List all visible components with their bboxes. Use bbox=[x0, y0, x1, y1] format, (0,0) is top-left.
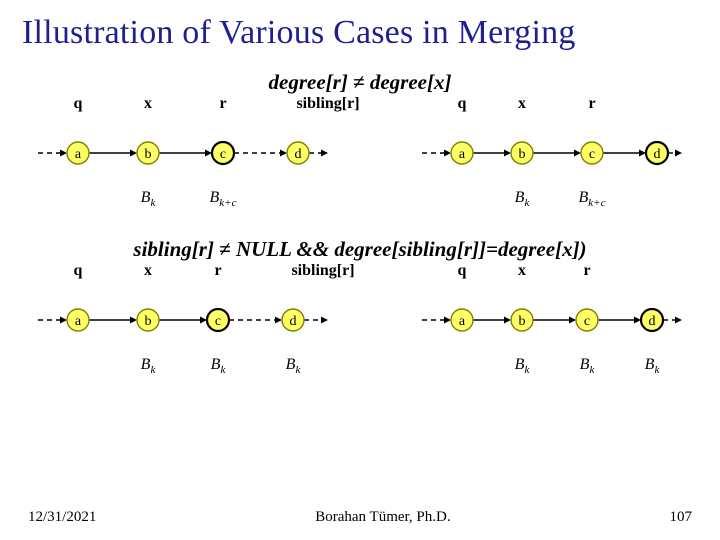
chain-c2: abcdqxBkrBk+c bbox=[422, 115, 682, 191]
case2-header: sibling[r] ≠ NULL && degree[sibling[r]]=… bbox=[0, 237, 720, 262]
node-bottom-label: Bk bbox=[500, 189, 544, 209]
node-top-label: q bbox=[452, 95, 472, 113]
svg-text:c: c bbox=[589, 147, 595, 162]
node-top-label: x bbox=[512, 262, 532, 280]
node-top-label: r bbox=[582, 95, 602, 113]
node-top-label: r bbox=[213, 95, 233, 113]
chain-c3: abcdqxBkrBksibling[r]Bk bbox=[38, 282, 328, 358]
node-top-label: r bbox=[577, 262, 597, 280]
node-top-label: x bbox=[512, 95, 532, 113]
footer: 12/31/2021 Borahan Tümer, Ph.D. 107 bbox=[0, 509, 720, 526]
svg-text:d: d bbox=[295, 147, 302, 162]
node-bottom-label: Bk bbox=[126, 189, 170, 209]
row-2: abcdqxBkrBksibling[r]Bk abcdqxBkrBkBk bbox=[0, 282, 720, 358]
slide-title: Illustration of Various Cases in Merging bbox=[0, 0, 720, 56]
node-top-label: q bbox=[68, 262, 88, 280]
node-top-label: sibling[r] bbox=[283, 95, 373, 113]
footer-author: Borahan Tümer, Ph.D. bbox=[315, 509, 450, 526]
svg-text:d: d bbox=[290, 314, 297, 329]
node-top-label: r bbox=[208, 262, 228, 280]
svg-text:c: c bbox=[584, 314, 590, 329]
svg-text:c: c bbox=[215, 314, 221, 329]
node-top-label: x bbox=[138, 95, 158, 113]
svg-text:d: d bbox=[654, 147, 661, 162]
node-bottom-label: Bk bbox=[500, 356, 544, 376]
svg-text:a: a bbox=[75, 147, 82, 162]
node-bottom-label: Bk bbox=[126, 356, 170, 376]
svg-text:a: a bbox=[459, 147, 466, 162]
node-top-label: q bbox=[68, 95, 88, 113]
chain-c4: abcdqxBkrBkBk bbox=[422, 282, 682, 358]
svg-text:d: d bbox=[649, 314, 656, 329]
chain-c1: abcdqxBkrBk+csibling[r] bbox=[38, 115, 328, 191]
svg-text:a: a bbox=[459, 314, 466, 329]
node-top-label: x bbox=[138, 262, 158, 280]
node-bottom-label: Bk+c bbox=[201, 189, 245, 209]
node-bottom-label: Bk bbox=[630, 356, 674, 376]
svg-text:b: b bbox=[145, 147, 152, 162]
case1-header: degree[r] ≠ degree[x] bbox=[0, 70, 720, 95]
svg-text:b: b bbox=[145, 314, 152, 329]
footer-date: 12/31/2021 bbox=[28, 509, 96, 526]
svg-text:c: c bbox=[220, 147, 226, 162]
node-bottom-label: Bk bbox=[271, 356, 315, 376]
svg-text:a: a bbox=[75, 314, 82, 329]
footer-page: 107 bbox=[669, 509, 692, 526]
svg-text:b: b bbox=[519, 314, 526, 329]
row-1: abcdqxBkrBk+csibling[r] abcdqxBkrBk+c bbox=[0, 115, 720, 191]
node-bottom-label: Bk bbox=[196, 356, 240, 376]
node-top-label: sibling[r] bbox=[278, 262, 368, 280]
svg-text:b: b bbox=[519, 147, 526, 162]
node-bottom-label: Bk bbox=[565, 356, 609, 376]
node-top-label: q bbox=[452, 262, 472, 280]
node-bottom-label: Bk+c bbox=[570, 189, 614, 209]
